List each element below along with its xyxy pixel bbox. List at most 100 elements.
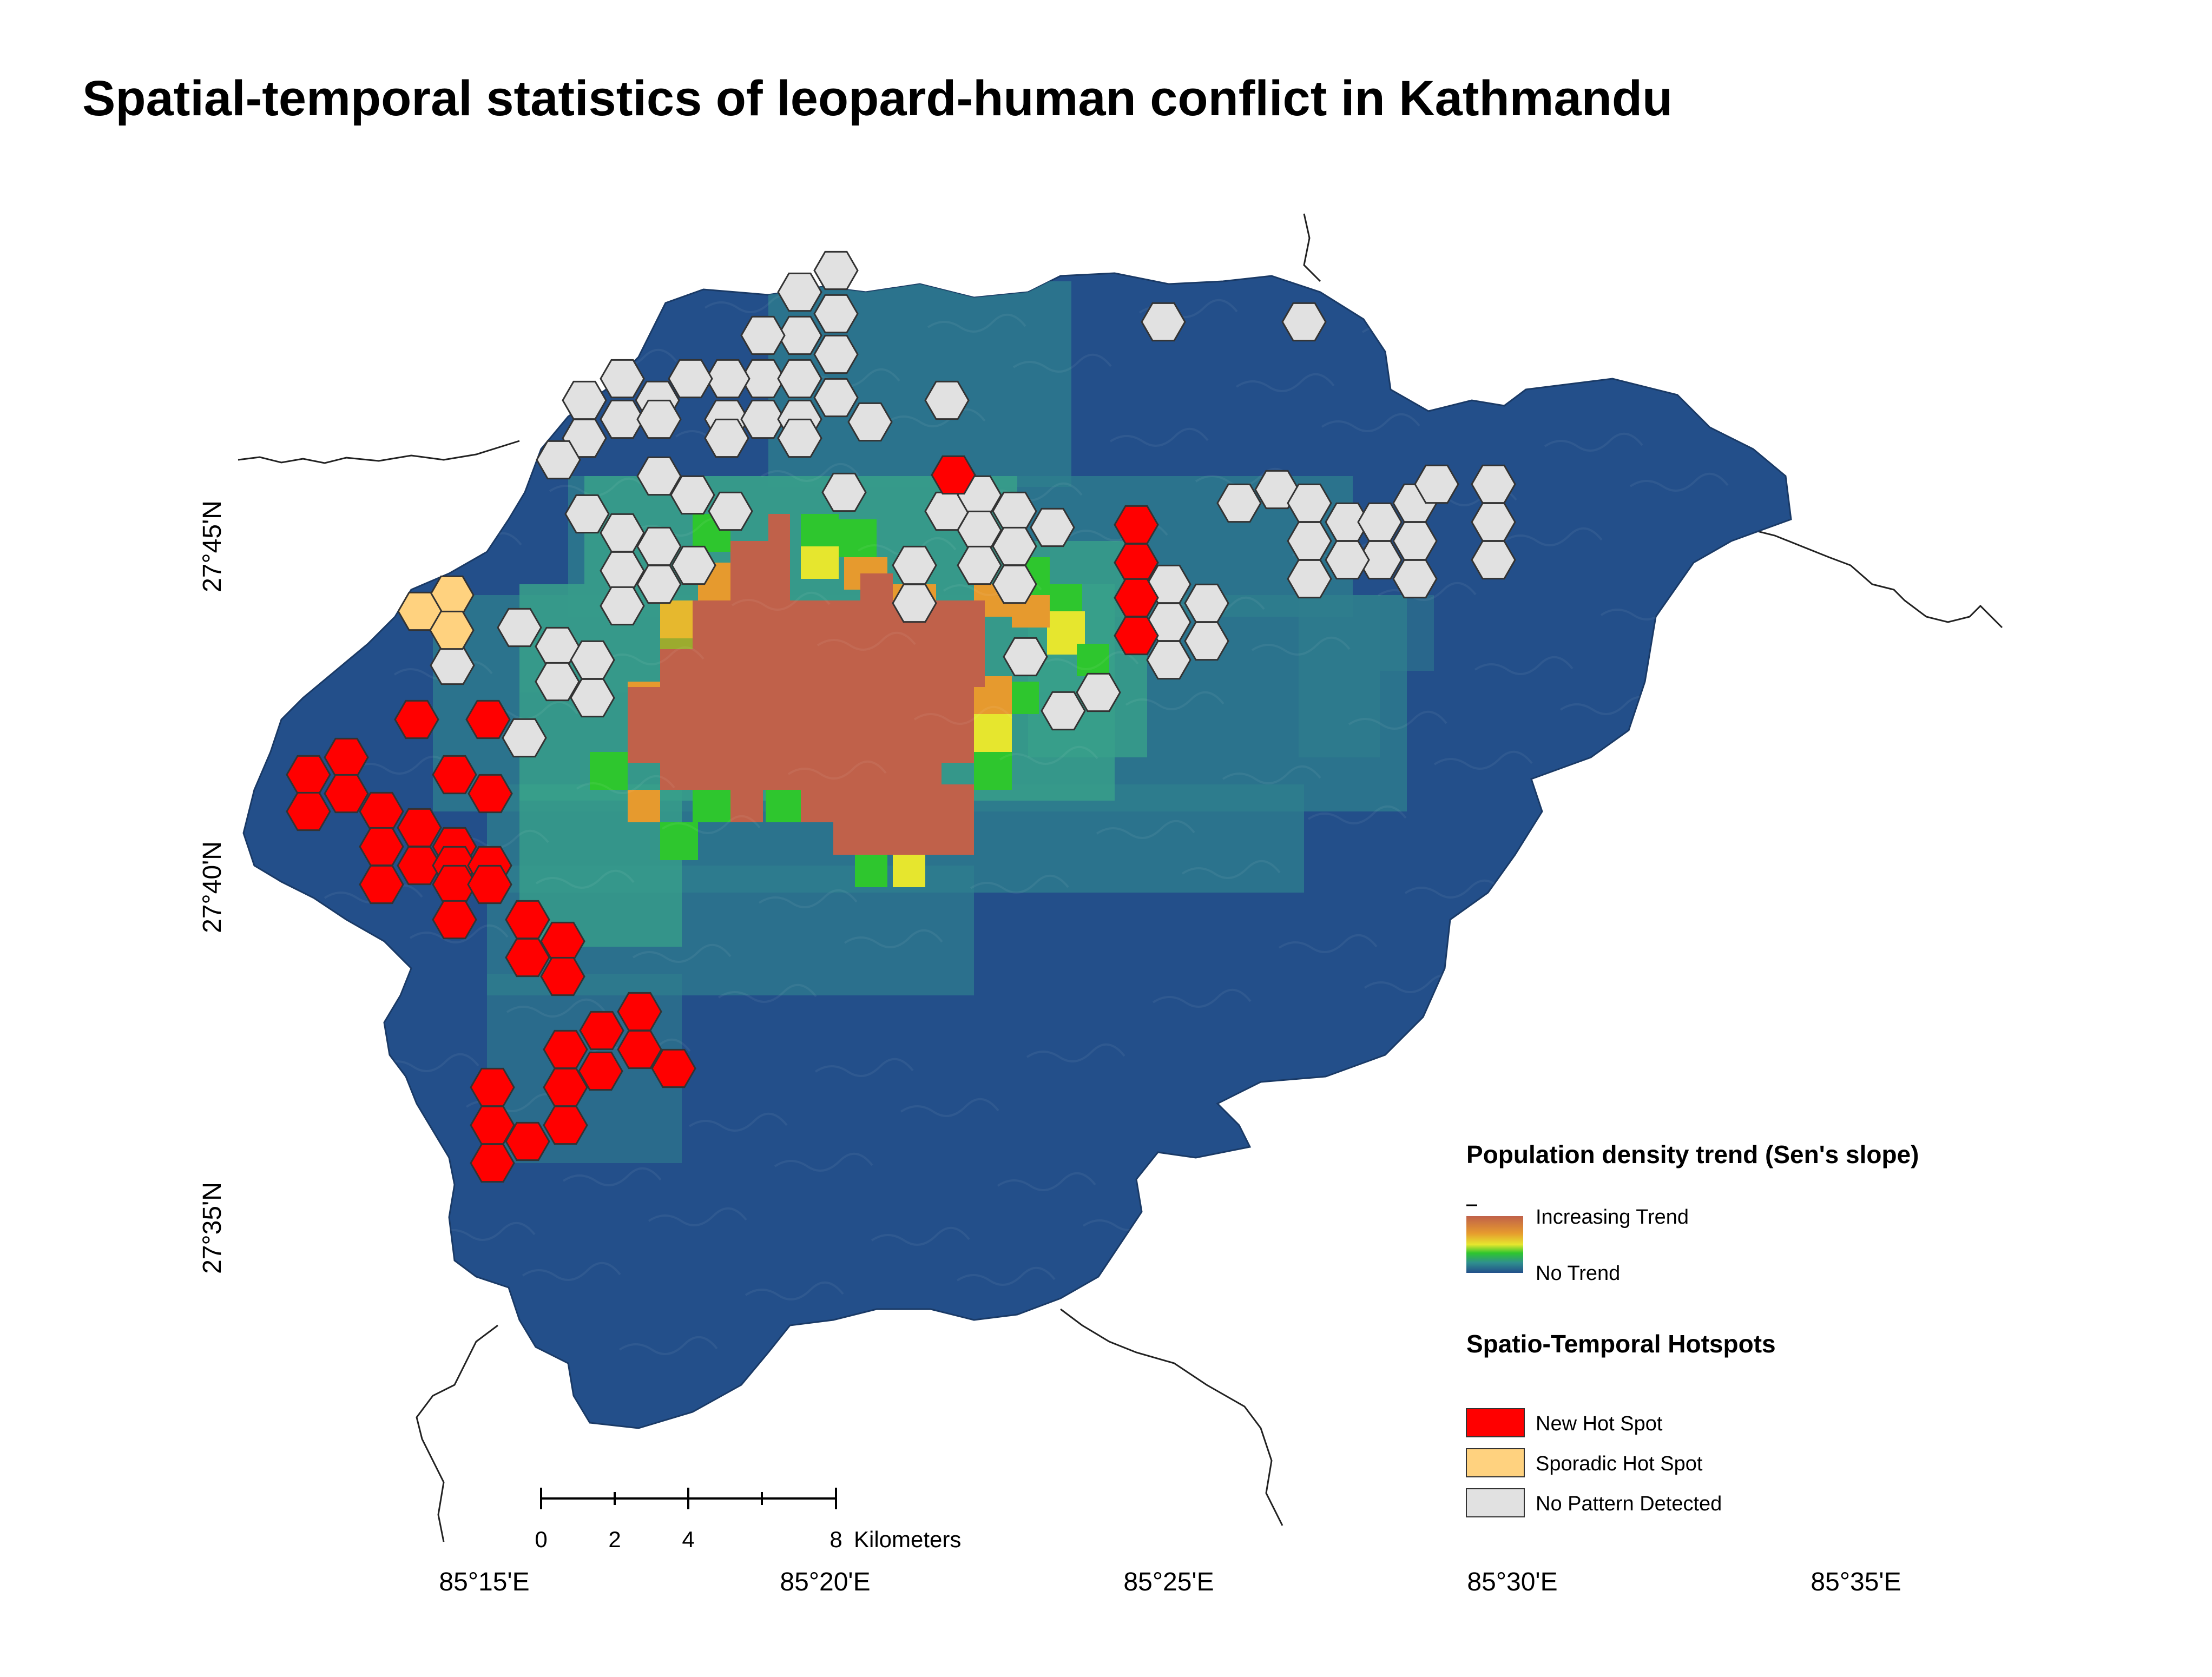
terrain-ridge — [1026, 1043, 1125, 1062]
terrain-ridge — [1039, 651, 1139, 670]
no-pattern-hex — [740, 315, 786, 355]
terrain-ridge — [1404, 879, 1504, 899]
density-cell — [860, 573, 893, 606]
new-hot-spot-hex — [931, 455, 976, 495]
legend-label-sporadic-hot-spot: Sporadic Hot Spot — [1536, 1452, 1703, 1475]
terrain-ridge — [999, 745, 1098, 765]
neighbor-boundaries — [238, 213, 2003, 1542]
terrain-ridge — [927, 313, 1026, 333]
terrain-ridge — [787, 760, 887, 780]
terrain-ridge — [562, 1167, 662, 1186]
no-pattern-hex — [821, 472, 867, 512]
new-hot-spot-hex — [651, 1048, 696, 1088]
terrain-ridge — [576, 775, 675, 794]
latitude-label: 27°45'N — [198, 500, 227, 592]
no-pattern-hex — [1141, 302, 1186, 342]
new-hot-spot-hex — [394, 699, 439, 740]
terrain-ridge — [1686, 641, 1785, 661]
terrain-ridge — [1782, 715, 1791, 735]
terrain-ridge — [1728, 1202, 1791, 1222]
no-pattern-hex — [1146, 640, 1191, 680]
terrain-ridge — [1181, 860, 1281, 879]
no-pattern-hex — [535, 662, 580, 702]
legend-swatch-no-pattern — [1466, 1488, 1525, 1517]
legend-density-low: No Trend — [1536, 1262, 1620, 1285]
no-pattern-hex — [670, 475, 715, 515]
terrain-ridge — [844, 929, 943, 948]
terrain-ridge — [1755, 418, 1791, 437]
new-hot-spot-hex — [465, 699, 511, 740]
no-pattern-hex — [497, 608, 542, 648]
no-pattern-hex — [1216, 483, 1262, 523]
terrain-ridge — [522, 1262, 621, 1281]
no-pattern-hex — [957, 545, 1002, 585]
latitude-label: 27°40'N — [198, 841, 227, 933]
density-cell — [866, 844, 931, 855]
longitude-label: 85°20'E — [780, 1568, 870, 1596]
terrain-ridge — [1235, 373, 1335, 392]
terrain-ridge — [1278, 934, 1378, 953]
terrain-ridge — [1208, 1157, 1308, 1177]
density-cell — [660, 822, 698, 860]
density-cell — [768, 514, 790, 557]
terrain-ridge — [366, 363, 466, 382]
terrain-ridge — [1377, 582, 1477, 601]
terrain-ridge — [817, 631, 916, 651]
legend-density-heading: Population density trend (Sen's slope) — [1466, 1140, 1919, 1168]
spatio-temporal-hotspot-hexagons — [286, 250, 1516, 1183]
terrain-ridge — [1769, 1107, 1791, 1127]
terrain-ridge — [731, 591, 831, 611]
terrain-ridge — [380, 1053, 479, 1072]
no-pattern-hex — [708, 491, 753, 531]
terrain-ridge — [1152, 988, 1252, 1008]
terrain-ridge — [1629, 472, 1729, 492]
terrain-ridge — [1546, 1088, 1645, 1107]
terrain-ridge — [339, 1147, 439, 1167]
terrain-ridge — [1179, 1286, 1279, 1305]
scale-unit: Kilometers — [854, 1527, 961, 1552]
terrain-ridge — [1656, 770, 1756, 789]
terrain-ridge — [436, 1222, 536, 1241]
terrain-ridge — [1672, 1033, 1772, 1053]
sporadic-hot-spot-hex — [429, 610, 475, 650]
terrain-ridge — [1321, 413, 1420, 432]
no-pattern-hex — [740, 399, 786, 439]
terrain-ridge — [1616, 864, 1715, 884]
terrain-ridge — [1125, 691, 1225, 710]
terrain-ridge — [688, 1112, 788, 1132]
no-pattern-hex — [1287, 559, 1332, 599]
terrain-ridge — [1460, 1048, 1560, 1067]
density-cell — [628, 687, 974, 763]
new-hot-spot-hex — [432, 755, 477, 795]
no-pattern-hex — [704, 418, 749, 458]
new-hot-spot-hex — [1114, 616, 1159, 656]
terrain-ridge — [1713, 939, 1791, 958]
terrain-ridge — [661, 815, 761, 834]
terrain-ridge — [618, 1336, 718, 1355]
no-pattern-hex — [671, 545, 716, 585]
no-pattern-hex — [777, 418, 822, 458]
no-pattern-hex — [1076, 672, 1121, 712]
no-pattern-hex — [1003, 637, 1048, 677]
no-pattern-hex — [502, 718, 547, 758]
terrain-ridge — [1334, 1102, 1434, 1122]
terrain-ridge — [1474, 656, 1574, 675]
terrain-ridge — [1433, 750, 1533, 770]
terrain-ridge — [1573, 303, 1673, 323]
terrain-ridge — [814, 1058, 914, 1077]
terrain-ridge — [492, 308, 592, 328]
longitude-label: 85°25'E — [1123, 1568, 1214, 1596]
no-pattern-hex — [636, 399, 682, 439]
density-cell — [730, 784, 763, 822]
terrain-ridge — [1742, 810, 1791, 829]
longitude-labels: 85°15'E 85°20'E 85°25'E 85°30'E 85°35'E — [439, 1568, 1901, 1596]
terrain-ridge — [396, 1316, 495, 1336]
terrain-ridge — [535, 869, 635, 889]
density-cell — [974, 752, 1012, 790]
legend-label-new-hot-spot: New Hot Spot — [1536, 1412, 1663, 1435]
map-legend: Population density trend (Sen's slope) I… — [1466, 1140, 1919, 1517]
no-pattern-hex — [813, 250, 859, 290]
no-pattern-hex — [892, 583, 937, 623]
no-pattern-hex — [1325, 540, 1370, 580]
terrain-ridge — [452, 403, 551, 422]
